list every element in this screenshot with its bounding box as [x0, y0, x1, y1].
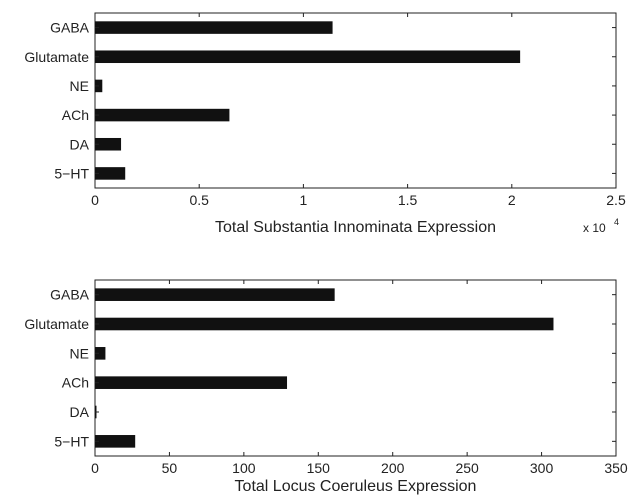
bar-5 — [95, 435, 136, 448]
category-label: GABA — [50, 20, 90, 36]
category-label: Glutamate — [24, 316, 89, 332]
category-label: ACh — [62, 107, 89, 123]
axes-frame — [94, 12, 617, 189]
x-tick-label: 0 — [91, 192, 99, 208]
x-tick-label: 1 — [300, 192, 308, 208]
x-tick-label: 50 — [162, 460, 178, 476]
bar-4 — [95, 137, 122, 151]
x-tick-label: 2.5 — [606, 192, 626, 208]
x-tick-label: 0.5 — [189, 192, 209, 208]
axes-frame — [94, 279, 617, 457]
category-label: GABA — [50, 287, 90, 303]
bar-0 — [95, 21, 333, 34]
x-tick-label: 1.5 — [398, 192, 418, 208]
x-tick-label: 0 — [91, 460, 99, 476]
x-tick-label: 250 — [455, 460, 479, 476]
x-tick-label: 150 — [307, 460, 331, 476]
x-axis-title: Total Substantia Innominata Expression — [215, 219, 496, 236]
x-tick-label: 350 — [604, 460, 628, 476]
x-tick-label: 2 — [508, 192, 516, 208]
x-tick-label: 300 — [530, 460, 554, 476]
x-axis-title: Total Locus Coeruleus Expression — [235, 478, 477, 495]
bar-0 — [95, 288, 335, 301]
category-label: NE — [70, 78, 89, 94]
bar-3 — [95, 108, 230, 122]
bar-2 — [95, 347, 106, 360]
bar-1 — [95, 317, 554, 331]
chart-locus-coeruleus: GABA Glutamate NE ACh DA 5−HT0 50 100 150 200 250 3… — [24, 279, 628, 495]
bar-3 — [95, 376, 288, 389]
category-label: NE — [70, 345, 89, 361]
category-label: 5−HT — [54, 433, 89, 449]
category-label: 5−HT — [54, 165, 89, 181]
bar-5 — [95, 167, 126, 180]
category-label: ACh — [62, 375, 89, 391]
category-label: Glutamate — [24, 49, 89, 65]
x-tick-label: 100 — [232, 460, 256, 476]
x-multiplier-exponent: 4 — [614, 217, 619, 227]
bar-1 — [95, 50, 521, 64]
category-label: DA — [70, 404, 90, 420]
chart-substantia-innominata: GABA Glutamate NE ACh DA 5−HT0 0.5 1 1.5 2 2.5 Tota… — [24, 12, 626, 236]
x-multiplier-label: x 10 — [583, 221, 606, 235]
x-tick-label: 200 — [381, 460, 405, 476]
category-label: DA — [70, 136, 90, 152]
